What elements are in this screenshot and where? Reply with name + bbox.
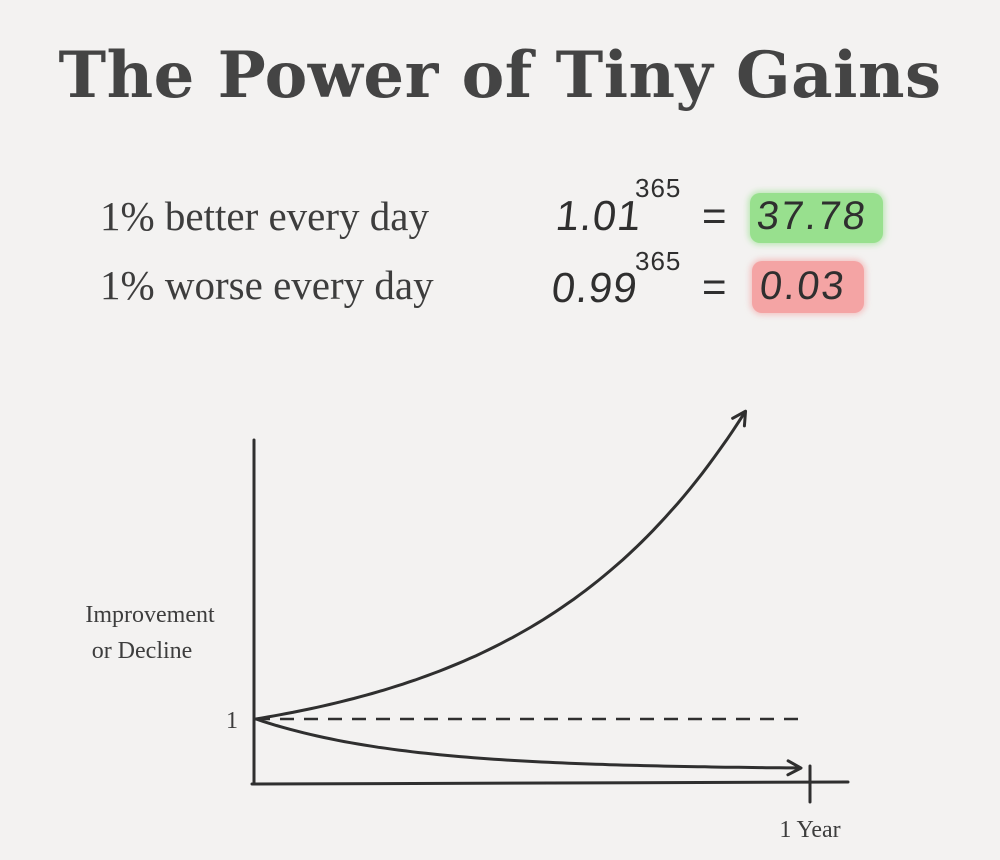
page-title: The Power of Tiny Gains	[58, 38, 942, 113]
y-axis-label-line-1: Improvement	[85, 602, 215, 628]
better-equals-sign: =	[702, 192, 727, 239]
worse-label: 1% worse every day	[100, 262, 434, 308]
y-tick-label: 1	[226, 708, 238, 734]
better-result-highlight	[750, 193, 883, 243]
decline-curve	[254, 717, 803, 777]
x-axis	[250, 780, 850, 786]
y-axis-label-line-2: or Decline	[92, 638, 193, 664]
worse-exponent: 365	[635, 246, 682, 276]
better-exponent: 365	[635, 173, 682, 203]
x-tick-label: 1 Year	[779, 817, 840, 843]
better-label: 1% better every day	[100, 193, 429, 239]
improvement-curve	[254, 409, 748, 721]
worse-result-highlight	[752, 261, 864, 313]
worse-equals-sign: =	[702, 263, 727, 310]
